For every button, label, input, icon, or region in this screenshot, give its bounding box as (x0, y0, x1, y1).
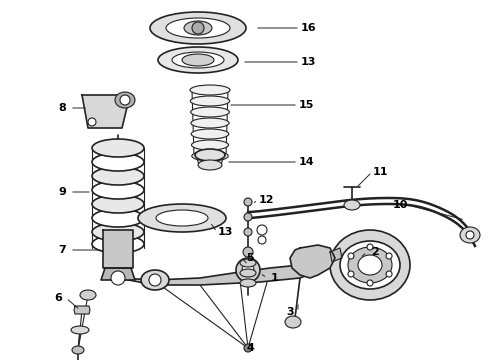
Ellipse shape (115, 92, 135, 108)
Text: 11: 11 (372, 167, 388, 177)
Polygon shape (82, 95, 130, 128)
Ellipse shape (192, 140, 228, 150)
Polygon shape (101, 268, 135, 280)
Text: 1: 1 (271, 273, 279, 283)
Ellipse shape (71, 326, 89, 334)
Ellipse shape (240, 269, 256, 277)
Ellipse shape (240, 279, 256, 287)
Ellipse shape (150, 12, 246, 44)
Ellipse shape (172, 52, 224, 68)
Ellipse shape (358, 255, 382, 275)
Polygon shape (74, 306, 90, 314)
Ellipse shape (182, 54, 214, 66)
Ellipse shape (191, 107, 229, 117)
Circle shape (257, 225, 267, 235)
Text: 12: 12 (258, 195, 274, 205)
Polygon shape (330, 248, 342, 262)
Ellipse shape (141, 270, 169, 290)
Text: 9: 9 (58, 187, 66, 197)
Ellipse shape (192, 151, 228, 161)
Text: 4: 4 (246, 343, 254, 353)
Ellipse shape (190, 96, 230, 106)
Text: 15: 15 (298, 100, 314, 110)
Ellipse shape (240, 259, 256, 267)
Text: 7: 7 (58, 245, 66, 255)
Circle shape (466, 231, 474, 239)
Ellipse shape (156, 210, 208, 226)
Circle shape (120, 95, 130, 105)
Circle shape (348, 253, 354, 259)
Ellipse shape (348, 247, 392, 283)
Ellipse shape (460, 227, 480, 243)
Circle shape (386, 271, 392, 277)
Text: 14: 14 (298, 157, 314, 167)
Text: 6: 6 (54, 293, 62, 303)
Ellipse shape (344, 200, 360, 210)
Ellipse shape (72, 346, 84, 354)
Ellipse shape (92, 195, 144, 213)
Ellipse shape (330, 230, 410, 300)
Ellipse shape (92, 181, 144, 199)
Text: 16: 16 (300, 23, 316, 33)
Text: 13: 13 (217, 227, 233, 237)
Polygon shape (118, 265, 320, 285)
Ellipse shape (190, 85, 230, 95)
Circle shape (348, 271, 354, 277)
Ellipse shape (191, 118, 229, 128)
Ellipse shape (184, 21, 212, 35)
Ellipse shape (198, 160, 222, 170)
Ellipse shape (80, 290, 96, 300)
Circle shape (244, 198, 252, 206)
Ellipse shape (92, 167, 144, 185)
Text: 3: 3 (286, 307, 294, 317)
Ellipse shape (92, 223, 144, 241)
Circle shape (242, 264, 254, 276)
Circle shape (367, 244, 373, 250)
Circle shape (243, 247, 253, 257)
Text: 10: 10 (392, 200, 408, 210)
Circle shape (386, 253, 392, 259)
Ellipse shape (285, 316, 301, 328)
Circle shape (192, 22, 204, 34)
Ellipse shape (92, 235, 144, 253)
Text: 8: 8 (58, 103, 66, 113)
Text: 2: 2 (371, 247, 379, 257)
Circle shape (244, 344, 252, 352)
Ellipse shape (92, 209, 144, 227)
Polygon shape (290, 245, 335, 278)
Circle shape (367, 280, 373, 286)
Text: 5: 5 (246, 253, 254, 263)
Circle shape (88, 118, 96, 126)
Ellipse shape (138, 204, 226, 232)
Ellipse shape (92, 139, 144, 157)
Ellipse shape (92, 153, 144, 171)
Polygon shape (103, 230, 133, 268)
Ellipse shape (340, 241, 400, 289)
Circle shape (244, 213, 252, 221)
Circle shape (244, 228, 252, 236)
Ellipse shape (191, 129, 229, 139)
Ellipse shape (195, 149, 225, 161)
Text: 13: 13 (300, 57, 316, 67)
Circle shape (236, 258, 260, 282)
Circle shape (111, 271, 125, 285)
Ellipse shape (158, 47, 238, 73)
Circle shape (149, 274, 161, 286)
Circle shape (258, 236, 266, 244)
Ellipse shape (166, 18, 230, 38)
